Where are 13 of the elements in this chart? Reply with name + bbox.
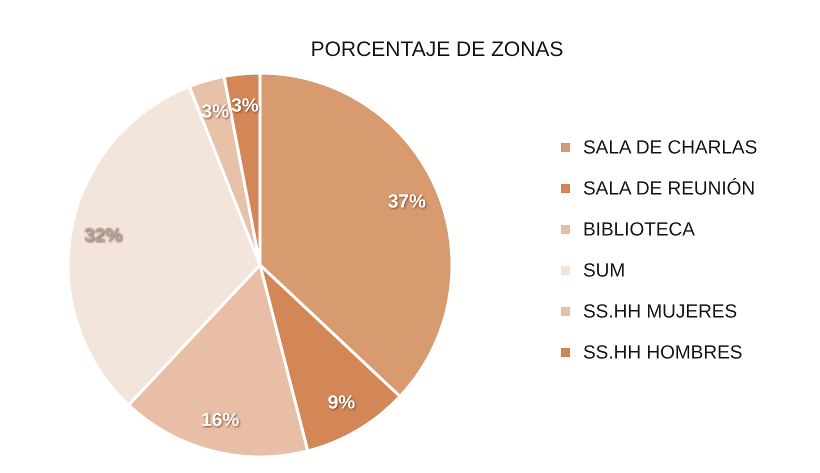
- legend-label: SALA DE CHARLAS: [583, 138, 758, 158]
- legend-label: SS.HH HOMBRES: [583, 342, 742, 364]
- data-label: 16%: [201, 410, 240, 431]
- data-label: 32%: [84, 225, 122, 246]
- legend-label: SS.HH MUJERES: [583, 302, 738, 322]
- legend-label: SUM: [583, 260, 626, 282]
- data-label: 3%: [202, 101, 230, 122]
- chart-title: PORCENTAJE DE ZONAS: [310, 38, 564, 61]
- legend-label: SALA DE REUNIÓN: [583, 178, 756, 200]
- data-label: 9%: [328, 392, 356, 414]
- legend-label: BIBLIOTECA: [583, 220, 696, 240]
- data-label: 3%: [231, 96, 259, 117]
- data-label: 37%: [388, 191, 426, 212]
